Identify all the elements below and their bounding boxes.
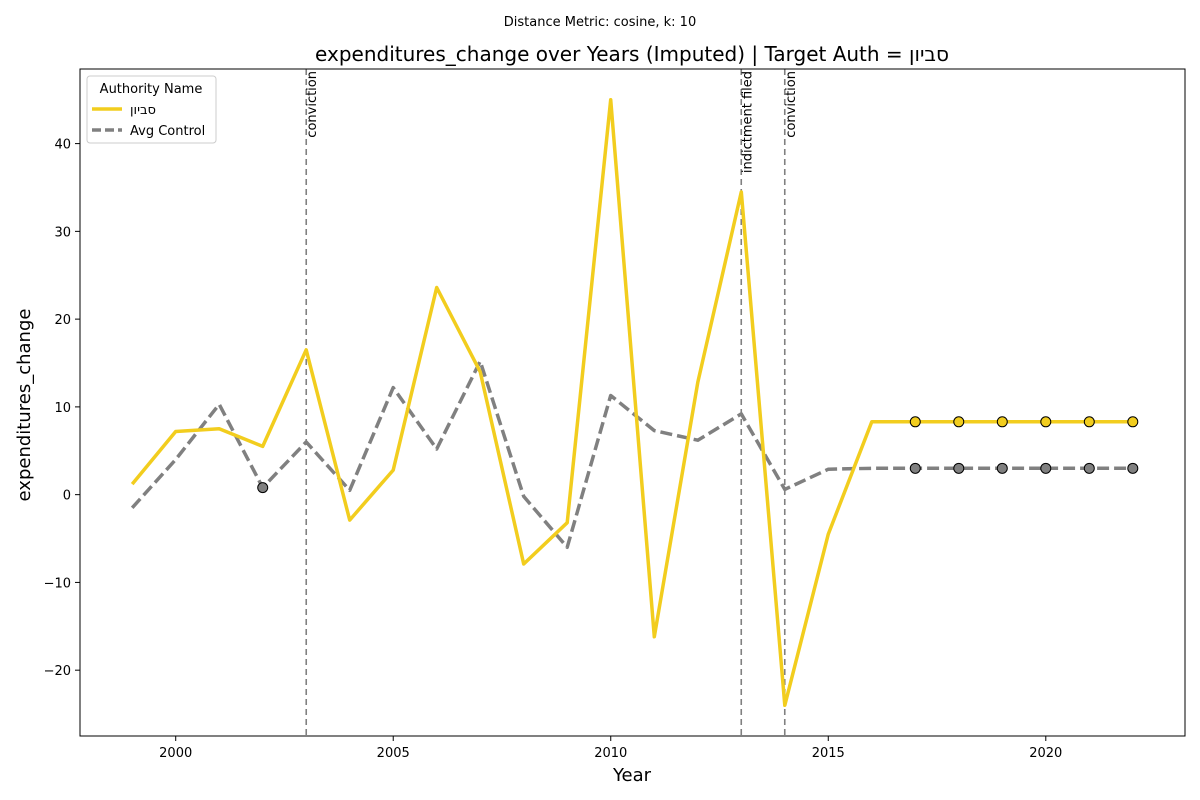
series-line-target bbox=[130, 97, 1133, 708]
plot-frame bbox=[79, 68, 1186, 737]
imputed-point-target bbox=[909, 416, 921, 428]
legend-label-control: Avg Control bbox=[130, 124, 205, 139]
legend-label-target: סביון bbox=[130, 103, 156, 118]
imputed-points bbox=[257, 416, 1139, 494]
x-tick-label: 2000 bbox=[159, 746, 192, 761]
x-tick-label: 2015 bbox=[812, 746, 845, 761]
axis-ticks: 2000 2005 2010 2015 2020 −20 −10 0 10 20 30 40 bbox=[44, 138, 1063, 761]
y-axis-label: expenditures_change bbox=[14, 309, 35, 502]
chart-suptitle: Distance Metric: cosine, k: 10 bbox=[504, 15, 696, 30]
x-tick-label: 2020 bbox=[1029, 746, 1062, 761]
imputed-point-target bbox=[1127, 416, 1139, 428]
imputed-point-control bbox=[909, 462, 921, 474]
imputed-point-target bbox=[996, 416, 1008, 428]
imputed-point-target bbox=[1040, 416, 1052, 428]
y-tick-label: 30 bbox=[54, 225, 71, 240]
event-label: indictment filed bbox=[740, 71, 755, 173]
event-label: conviction bbox=[784, 71, 799, 138]
legend-box bbox=[86, 75, 217, 144]
imputed-point-control bbox=[1127, 462, 1139, 474]
x-tick-label: 2010 bbox=[594, 746, 627, 761]
series-line-control bbox=[130, 359, 1133, 550]
x-axis-label: Year bbox=[612, 765, 652, 786]
chart-title: expenditures_change over Years (Imputed)… bbox=[315, 42, 949, 66]
imputed-point-control bbox=[996, 462, 1008, 474]
imputed-point-control bbox=[953, 462, 965, 474]
y-tick-label: −10 bbox=[44, 576, 71, 591]
imputed-point-target bbox=[1083, 416, 1095, 428]
y-tick-label: 20 bbox=[54, 313, 71, 328]
legend-title: Authority Name bbox=[100, 82, 203, 97]
event-markers: conviction indictment filed conviction bbox=[305, 69, 799, 736]
y-tick-label: −20 bbox=[44, 664, 71, 679]
event-label: conviction bbox=[305, 71, 320, 138]
x-tick-label: 2005 bbox=[377, 746, 410, 761]
y-tick-label: 40 bbox=[54, 138, 71, 153]
y-tick-label: 0 bbox=[63, 489, 71, 504]
imputed-point-control bbox=[257, 482, 269, 494]
series-lines bbox=[130, 97, 1133, 708]
legend: Authority Name סביון Avg Control bbox=[86, 75, 217, 144]
imputed-point-control bbox=[1040, 462, 1052, 474]
imputed-point-control bbox=[1083, 462, 1095, 474]
y-tick-label: 10 bbox=[54, 401, 71, 416]
imputed-point-target bbox=[953, 416, 965, 428]
